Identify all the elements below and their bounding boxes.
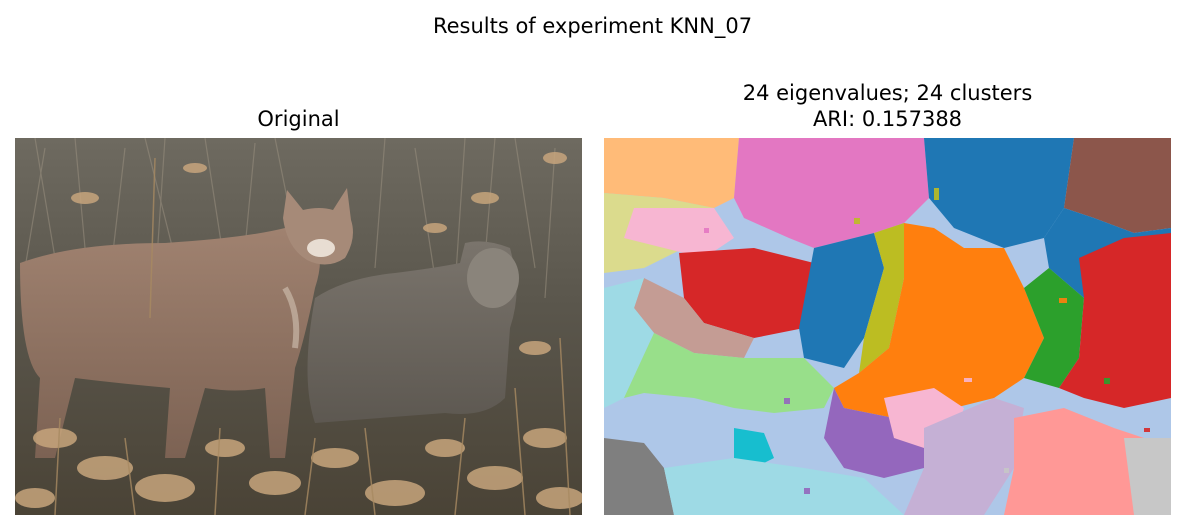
cluster-light-gray [1124,438,1171,515]
cluster-blue-middle [799,233,884,368]
original-panel-title: Original [257,107,340,131]
segmentation-map [604,138,1171,515]
cluster-cyan [734,428,774,468]
cluster-purple [824,388,934,478]
cluster-red-left [679,248,814,338]
original-image [15,138,582,515]
segmentation-image [604,138,1171,515]
cluster-light-green [624,333,834,413]
figure-title: Results of experiment KNN_07 [432,14,753,38]
segmentation-title-line2: ARI: 0.157388 [812,107,963,131]
cluster-light-cyan-bottom [664,458,904,515]
cluster-light-orange [604,138,739,208]
cluster-light-cyan-left [604,278,654,408]
cluster-olive [859,223,904,373]
cluster-green [1024,268,1084,388]
cluster-pink [734,138,929,248]
cluster-orange [834,223,1044,418]
cluster-gray [604,438,674,515]
cluster-light-pink-left [624,208,734,258]
cougar-photo [15,138,582,515]
cluster-light-red [1004,408,1171,515]
cluster-light-purple [904,398,1024,515]
segmentation-panel-title: 24 eigenvalues; 24 clusters ARI: 0.15738… [604,80,1171,132]
cluster-red-right [1059,233,1171,408]
cluster-brown [1064,138,1171,233]
cluster-blue-top [924,138,1074,248]
segmentation-title-line1: 24 eigenvalues; 24 clusters [742,81,1033,105]
